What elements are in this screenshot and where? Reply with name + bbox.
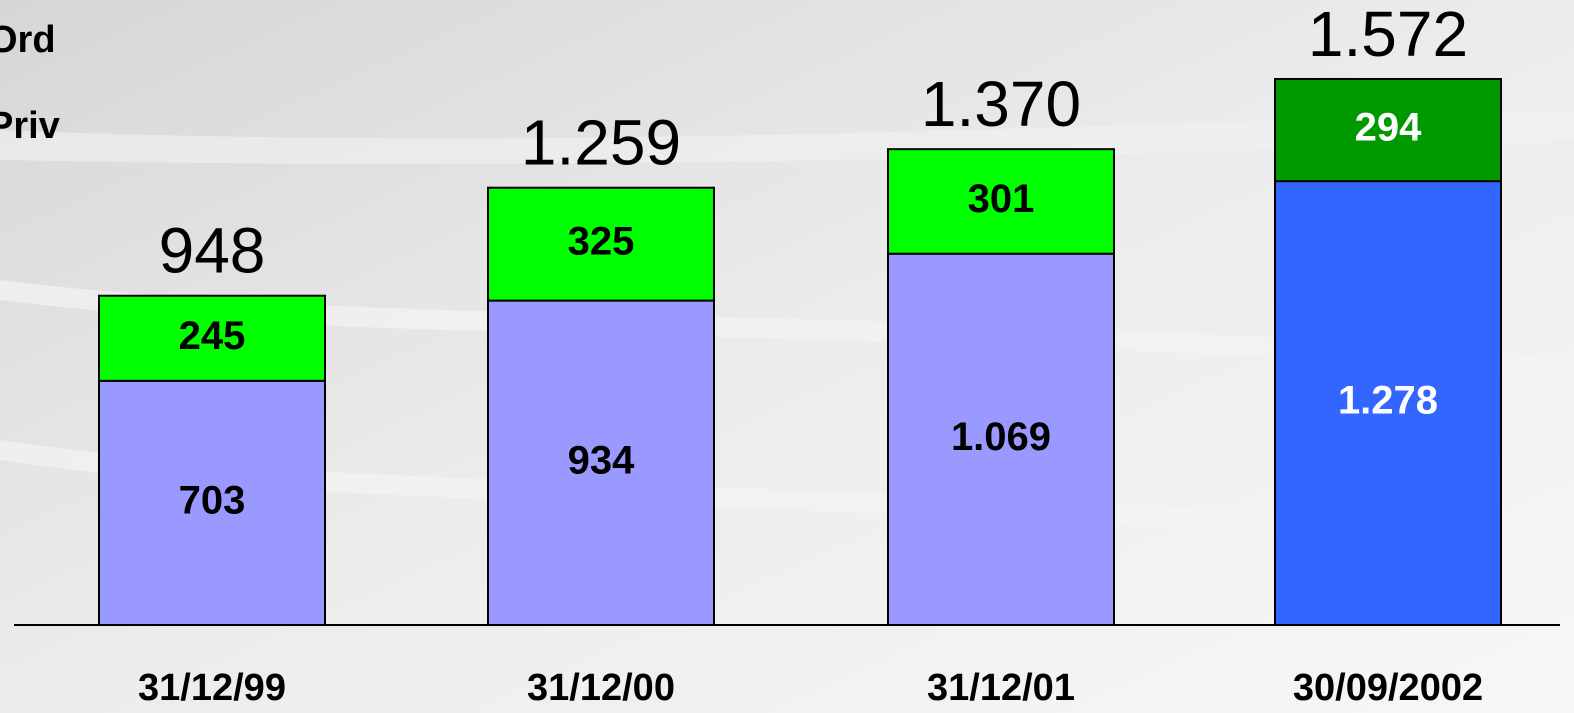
x-tick-label: 30/09/2002	[1293, 667, 1483, 709]
value-label: 245	[179, 314, 246, 358]
value-label: 294	[1355, 106, 1422, 150]
swoosh	[0, 280, 1574, 380]
bar-segment	[1274, 78, 1502, 183]
total-label: 948	[159, 215, 266, 287]
value-label: 1.069	[951, 415, 1051, 459]
bar-segment	[1274, 180, 1502, 626]
x-tick-label: 31/12/00	[527, 667, 675, 709]
value-label: 1.278	[1338, 379, 1438, 423]
legend-label: Ord	[0, 19, 56, 61]
value-label: 301	[968, 177, 1035, 221]
total-label: 1.259	[521, 107, 681, 179]
bar-segment	[98, 379, 326, 626]
total-label: 1.370	[921, 68, 1081, 140]
x-tick-label: 31/12/01	[927, 667, 1075, 709]
x-tick-label: 31/12/99	[138, 667, 286, 709]
value-label: 934	[568, 438, 635, 482]
bar-segment	[98, 294, 326, 382]
bar-segment	[487, 186, 715, 302]
total-label: 1.572	[1308, 0, 1468, 70]
value-label: 325	[568, 220, 635, 264]
swoosh	[0, 110, 1574, 164]
legend-label: Priv	[0, 105, 60, 147]
bar-segment	[887, 148, 1115, 255]
value-label: 703	[179, 478, 246, 522]
swoosh	[0, 440, 1574, 560]
